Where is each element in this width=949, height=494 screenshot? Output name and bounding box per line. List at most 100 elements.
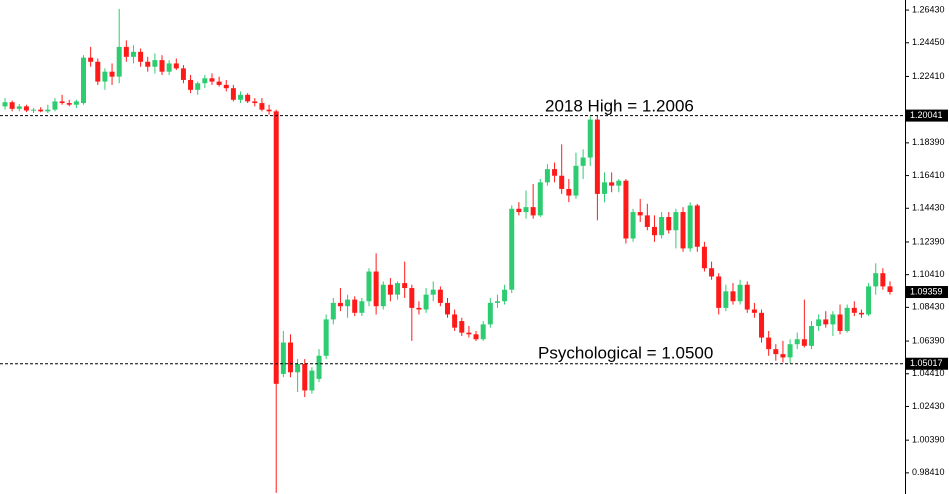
y-tick-label: 1.06390 [912, 335, 945, 345]
candle-body [116, 46, 122, 77]
y-tick-label: 1.02430 [912, 401, 945, 411]
candle-body [630, 212, 636, 239]
candle-body [387, 284, 393, 295]
candle-body [502, 289, 508, 302]
annotation: Psychological = 1.0500 [538, 343, 713, 362]
candle-body [2, 102, 8, 107]
candle-body [73, 101, 79, 105]
candle-body [9, 102, 15, 109]
candle-body [359, 301, 365, 313]
candle-body [130, 51, 136, 57]
candle-body [480, 324, 486, 340]
candle-body [637, 212, 643, 216]
candle-body [680, 212, 686, 249]
candle-body [95, 61, 101, 82]
candle-body [787, 344, 793, 358]
y-tick-label: 1.24450 [912, 37, 945, 47]
candle-body [594, 119, 600, 194]
candle-body [530, 207, 536, 216]
candle-body [295, 364, 301, 373]
candle-body [737, 284, 743, 302]
candle-body [202, 78, 208, 84]
candle-body [38, 109, 44, 112]
candle-body [81, 57, 87, 104]
candle-body [844, 307, 850, 331]
candle-body [280, 342, 286, 374]
candle-body [337, 302, 343, 307]
current-price-box [906, 286, 948, 299]
price-label-box [906, 109, 948, 122]
candle-body [759, 312, 765, 338]
candle-body [780, 354, 786, 358]
current-price-label: 1.09359 [910, 286, 943, 296]
candle-body [309, 370, 315, 391]
candle-body [366, 271, 372, 302]
candle-body [52, 101, 58, 110]
candle-body [402, 283, 408, 289]
candle-body [723, 291, 729, 308]
candle-body [730, 291, 736, 302]
candle-body [88, 57, 94, 62]
candle-body [587, 119, 593, 158]
candle-body [709, 268, 715, 277]
y-tick-label: 1.16410 [912, 170, 945, 180]
candle-body [259, 103, 265, 110]
candle-body [373, 271, 379, 307]
candle-body [651, 226, 657, 236]
candle-body [873, 273, 879, 287]
candle-body [45, 109, 51, 112]
candle-body [195, 83, 201, 90]
candle-body [466, 332, 472, 335]
y-tick-label: 1.14430 [912, 203, 945, 213]
candle-body [687, 205, 693, 249]
candle-body [701, 246, 707, 269]
candle-body [602, 182, 608, 194]
candle-body [609, 182, 615, 186]
candle-body [866, 286, 872, 315]
candle-body [380, 284, 386, 307]
candle-body [537, 182, 543, 216]
candle-body [837, 314, 843, 331]
candle-body [423, 294, 429, 310]
candle-body [159, 60, 165, 72]
price-label-box [906, 357, 948, 370]
price-label: 1.20041 [910, 110, 943, 120]
candle-body [59, 101, 65, 104]
candle-body [509, 208, 515, 290]
candle-body [623, 180, 629, 239]
candle-body [16, 106, 22, 109]
y-tick-label: 1.04410 [912, 368, 945, 378]
candle-body [644, 215, 650, 227]
candle-body [109, 71, 115, 77]
candle-body [145, 61, 151, 67]
candle-body [316, 355, 322, 379]
candle-body [830, 314, 836, 325]
candle-body [816, 319, 822, 327]
price-label: 1.05017 [910, 358, 943, 368]
candle-body [266, 109, 272, 112]
y-tick-label: 1.08430 [912, 302, 945, 312]
candle-body [416, 307, 422, 310]
candle-body [102, 71, 108, 82]
y-tick-label: 1.22410 [912, 71, 945, 81]
candle-body [352, 299, 358, 313]
candle-body [245, 94, 251, 102]
candle-body [580, 157, 586, 166]
y-tick-label: 1.10410 [912, 269, 945, 279]
candle-body [659, 217, 665, 236]
candle-body [287, 342, 293, 373]
candle-body [487, 302, 493, 325]
candle-body [123, 46, 129, 57]
candle-body [66, 103, 72, 105]
candle-body [566, 188, 572, 196]
y-tick-label: 0.98410 [912, 467, 945, 477]
candle-body [188, 79, 194, 90]
candle-body [23, 106, 29, 111]
candle-body [138, 51, 144, 62]
candle-body [616, 180, 622, 186]
candle-body [808, 326, 814, 346]
candle-body [851, 307, 857, 313]
candle-body [430, 289, 436, 295]
candle-body [773, 349, 779, 355]
